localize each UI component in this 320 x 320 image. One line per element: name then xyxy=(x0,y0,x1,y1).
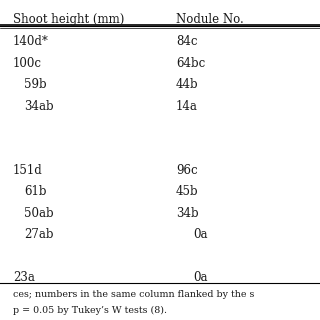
Text: 140d*: 140d* xyxy=(13,35,49,48)
Text: p = 0.05 by Tukey’s W tests (8).: p = 0.05 by Tukey’s W tests (8). xyxy=(13,306,167,315)
Text: 23a: 23a xyxy=(13,271,35,284)
Text: ces; numbers in the same column flanked by the s: ces; numbers in the same column flanked … xyxy=(13,290,254,299)
Text: 45b: 45b xyxy=(176,185,199,198)
Text: 50ab: 50ab xyxy=(24,207,54,220)
Text: 64bc: 64bc xyxy=(176,57,205,70)
Text: 14a: 14a xyxy=(176,100,198,113)
Text: 59b: 59b xyxy=(24,78,47,91)
Text: 151d: 151d xyxy=(13,164,43,177)
Text: 96c: 96c xyxy=(176,164,198,177)
Text: 0a: 0a xyxy=(194,228,208,241)
Text: 61b: 61b xyxy=(24,185,46,198)
Text: 34b: 34b xyxy=(176,207,199,220)
Text: 84c: 84c xyxy=(176,35,197,48)
Text: 27ab: 27ab xyxy=(24,228,53,241)
Text: Nodule No.: Nodule No. xyxy=(176,13,244,27)
Text: 44b: 44b xyxy=(176,78,199,91)
Text: 34ab: 34ab xyxy=(24,100,54,113)
Text: 100c: 100c xyxy=(13,57,42,70)
Text: Shoot height (mm): Shoot height (mm) xyxy=(13,13,124,27)
Text: 0a: 0a xyxy=(194,271,208,284)
